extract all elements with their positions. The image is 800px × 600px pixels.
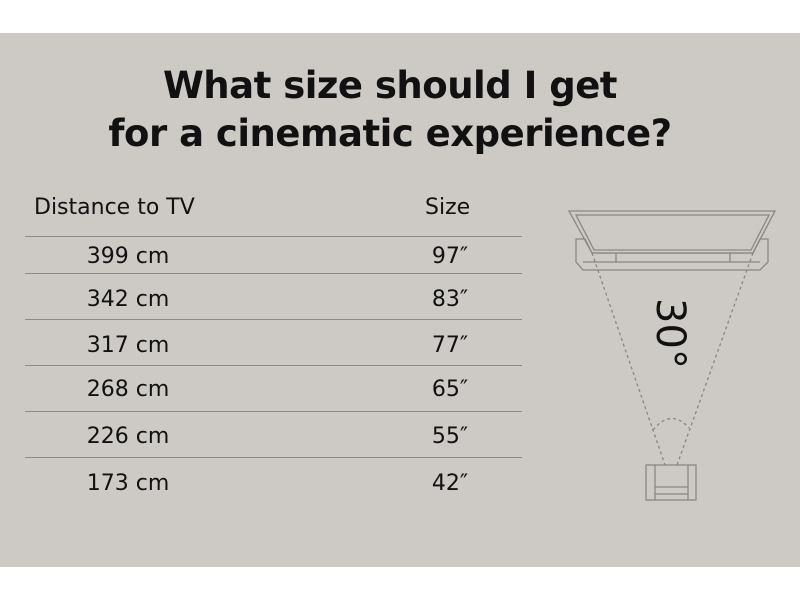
cell-size: 77″	[431, 333, 469, 358]
cell-distance: 342 cm	[86, 287, 170, 312]
cell-distance: 268 cm	[86, 377, 170, 402]
cell-distance: 226 cm	[86, 424, 170, 449]
cell-distance: 317 cm	[86, 333, 170, 358]
cell-distance: 399 cm	[86, 244, 170, 269]
page-title: What size should I get for a cinematic e…	[0, 62, 780, 158]
cell-size: 42″	[431, 471, 469, 496]
cell-size: 97″	[431, 244, 469, 269]
tv-stand-icon	[575, 238, 769, 271]
chair-icon	[645, 464, 697, 501]
cell-distance: 173 cm	[86, 471, 170, 496]
angle-label: 30°	[647, 298, 693, 369]
row-divider	[25, 457, 522, 458]
header-size: Size	[425, 195, 471, 220]
title-line-2: for a cinematic experience?	[108, 112, 672, 155]
row-divider	[25, 365, 522, 366]
row-divider	[25, 319, 522, 320]
cell-size: 83″	[431, 287, 469, 312]
header-distance: Distance to TV	[34, 195, 195, 220]
row-divider	[25, 273, 522, 274]
row-divider	[25, 236, 522, 237]
cell-size: 55″	[431, 424, 469, 449]
tv-icon	[567, 210, 777, 254]
row-divider	[25, 411, 522, 412]
title-line-1: What size should I get	[163, 64, 618, 107]
infographic-panel	[0, 33, 800, 567]
cell-size: 65″	[431, 377, 469, 402]
